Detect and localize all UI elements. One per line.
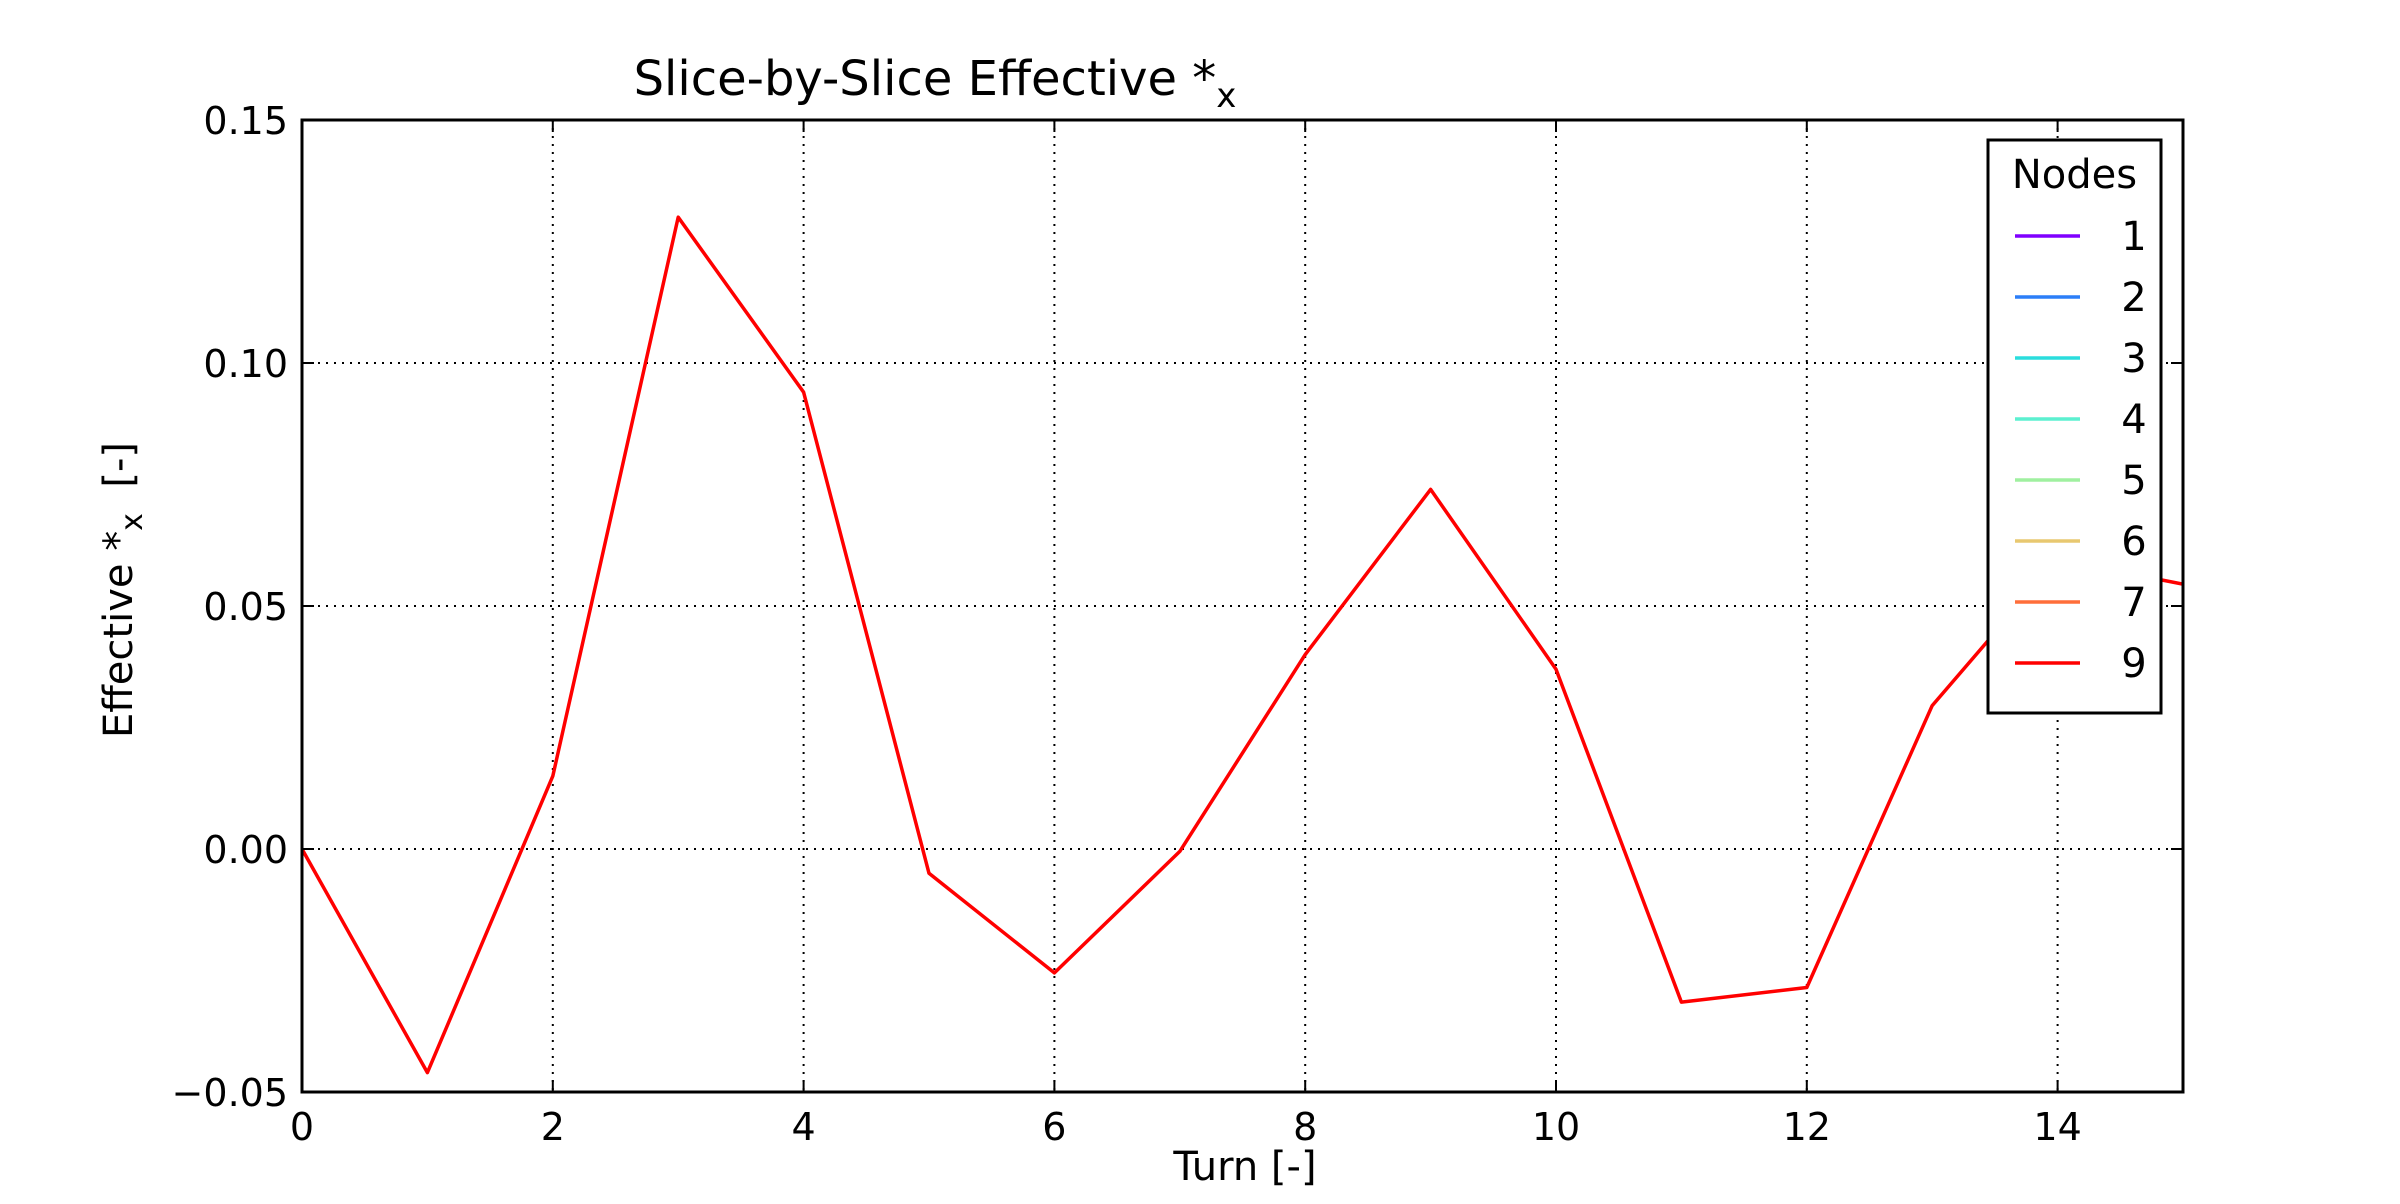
x-tick-label: 12 — [1783, 1105, 1831, 1149]
series-line-9 — [302, 215, 2183, 1075]
legend-entry: 1 — [2015, 214, 2147, 260]
legend-label: 9 — [2121, 641, 2146, 687]
legend-entry: 5 — [2015, 458, 2147, 504]
legend-label: 1 — [2121, 214, 2146, 260]
plot-frame — [300, 118, 2185, 1094]
y-tick-label: 0.10 — [203, 342, 288, 386]
y-tick-label: 0.05 — [203, 585, 288, 629]
x-tick-label: 14 — [2033, 1105, 2081, 1149]
legend-label: 2 — [2121, 275, 2146, 321]
legend-label: 7 — [2121, 580, 2146, 626]
y-tick-labels: −0.05 0.00 0.05 0.10 0.15 — [172, 99, 288, 1115]
chart-title: Slice-by-Slice Effective *x — [634, 51, 1237, 116]
x-axis-label: Turn [-] — [1172, 1144, 1316, 1190]
legend-entry: 4 — [2015, 397, 2147, 443]
chart-title-text: Slice-by-Slice Effective * — [634, 51, 1217, 107]
x-tick-label: 2 — [541, 1105, 565, 1149]
chart-title-subscript: x — [1216, 76, 1236, 116]
legend-entry: 2 — [2015, 275, 2147, 321]
legend-label: 5 — [2121, 458, 2146, 504]
legend: Nodes 1 2 3 4 5 6 7 9 — [1986, 138, 2163, 715]
y-axis-label: Effective *x [-] — [96, 442, 150, 738]
legend-entry: 3 — [2015, 336, 2147, 382]
grid-lines — [302, 120, 2183, 1092]
y-axis-label-suffix: [-] — [96, 442, 142, 513]
y-axis-label-subscript: x — [115, 513, 150, 531]
y-axis-label-text: Effective * — [96, 531, 142, 738]
legend-entries: 1 2 3 4 5 6 7 9 — [2015, 214, 2147, 687]
x-tick-label: 8 — [1293, 1105, 1317, 1149]
legend-label: 3 — [2121, 336, 2146, 382]
legend-entry: 7 — [2015, 580, 2147, 626]
y-tick-label: 0.00 — [203, 828, 288, 872]
x-tick-label: 10 — [1532, 1105, 1580, 1149]
tick-marks — [301, 119, 2183, 1093]
legend-title: Nodes — [2012, 152, 2137, 198]
legend-entry: 9 — [2015, 641, 2147, 687]
x-tick-label: 6 — [1042, 1105, 1066, 1149]
x-tick-label: 4 — [792, 1105, 816, 1149]
y-tick-label: −0.05 — [172, 1071, 288, 1115]
x-tick-label: 0 — [290, 1105, 314, 1149]
legend-label: 4 — [2121, 397, 2146, 443]
y-tick-label: 0.15 — [203, 99, 288, 143]
x-tick-labels: 0 2 4 6 8 10 12 14 — [290, 1105, 2082, 1149]
legend-label: 6 — [2121, 519, 2146, 565]
series-lines — [302, 215, 2183, 1075]
legend-entry: 6 — [2015, 519, 2147, 565]
